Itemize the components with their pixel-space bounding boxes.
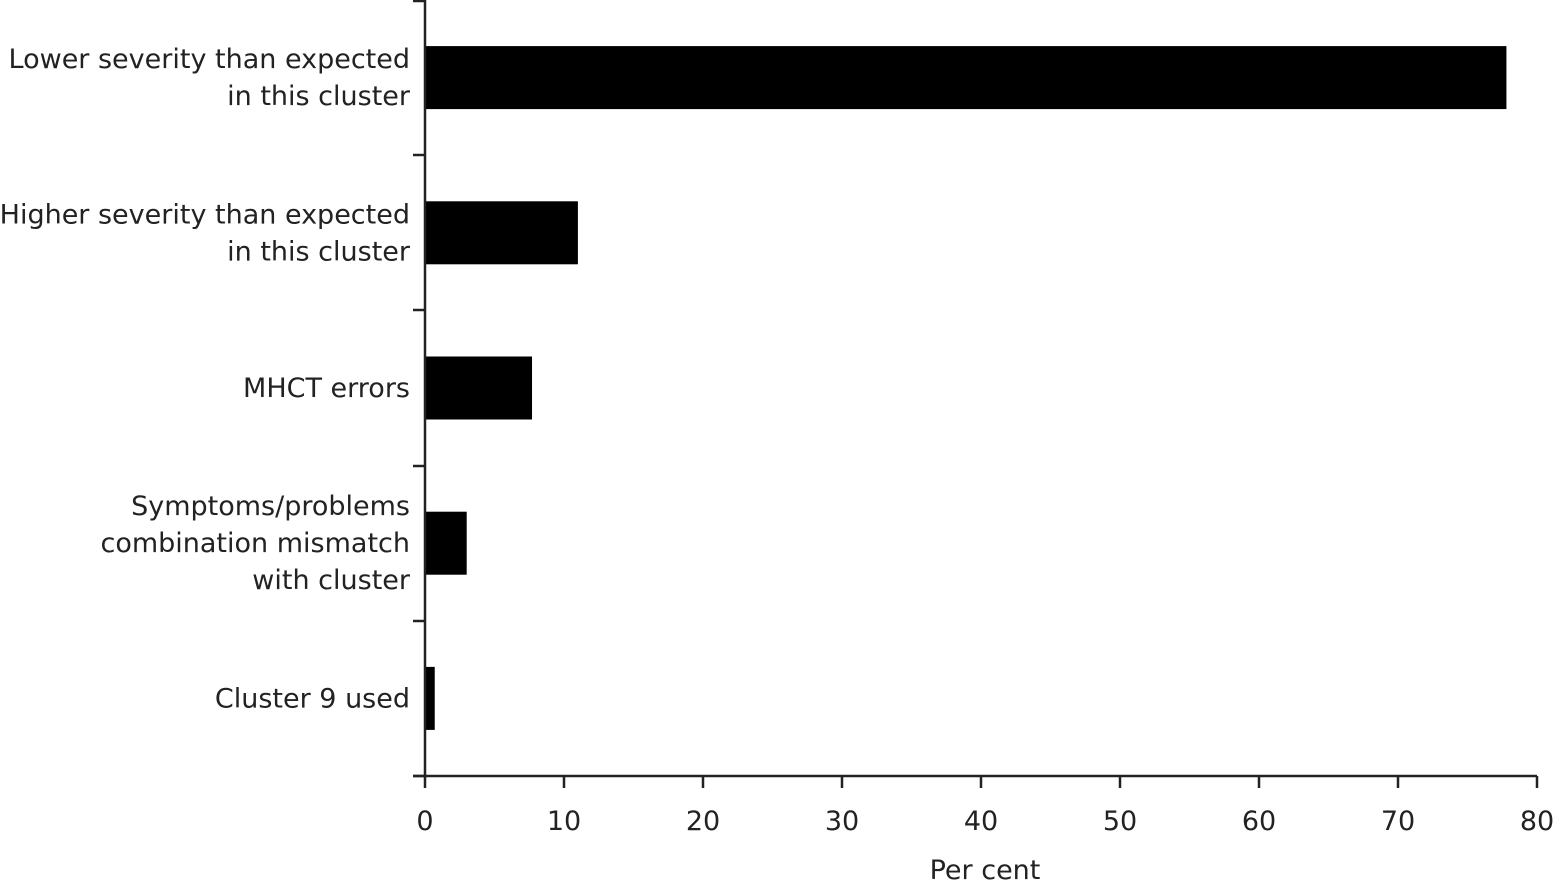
category-label-line: Symptoms/problems xyxy=(131,491,410,522)
category-label-3: Symptoms/problems combination mismatch wit… xyxy=(100,491,410,596)
category-label-line: combination mismatch xyxy=(100,528,410,559)
x-tick-label-0: 0 xyxy=(416,806,433,837)
x-tick-label-3: 30 xyxy=(825,806,859,837)
category-label-4: Cluster 9 used xyxy=(215,683,410,714)
bar-2 xyxy=(425,356,533,420)
category-label-line: Higher severity than expected xyxy=(0,199,410,230)
x-tick-label-1: 10 xyxy=(547,806,581,837)
category-label-0: Lower severity than expected in this clus… xyxy=(9,44,411,112)
x-axis-title: Per cent xyxy=(930,855,1041,881)
x-tick-label-6: 60 xyxy=(1242,806,1276,837)
category-label-line: Lower severity than expected xyxy=(9,44,410,75)
x-tick-label-8: 80 xyxy=(1520,806,1554,837)
category-label-line: in this cluster xyxy=(227,236,411,267)
x-tick-label-7: 70 xyxy=(1381,806,1415,837)
category-label-2: MHCT errors xyxy=(243,373,410,404)
x-tick-label-2: 20 xyxy=(686,806,720,837)
category-label-1: Higher severity than expected in this clu… xyxy=(0,199,411,267)
category-label-line: in this cluster xyxy=(227,81,411,112)
x-tick-label-5: 50 xyxy=(1103,806,1137,837)
category-label-line: MHCT errors xyxy=(243,373,410,404)
bar-0 xyxy=(425,46,1507,110)
x-tick-label-4: 40 xyxy=(964,806,998,837)
bar-4 xyxy=(425,666,435,730)
bar-1 xyxy=(425,201,578,265)
category-label-line: Cluster 9 used xyxy=(215,683,410,714)
bar-3 xyxy=(425,511,467,575)
category-label-line: with cluster xyxy=(252,565,411,596)
